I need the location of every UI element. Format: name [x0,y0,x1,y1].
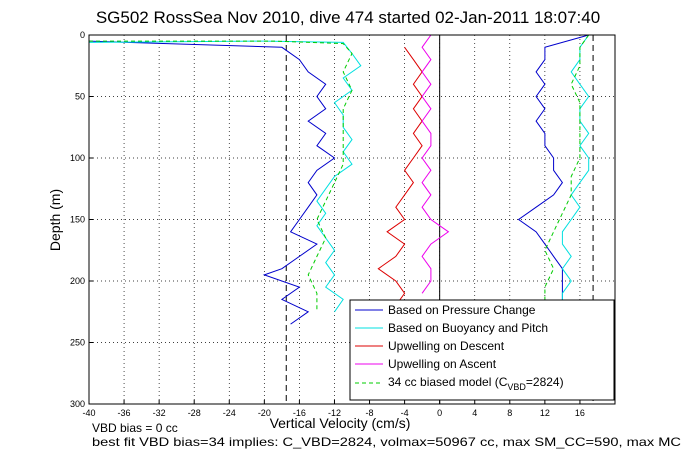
x-tick-label: 0 [437,408,442,418]
legend-label-model-tail: =2824) [526,375,564,389]
y-tick-label: 300 [70,399,85,409]
x-tick-label: -28 [188,408,201,418]
legend-label-descent: Upwelling on Descent [388,339,505,353]
x-tick-label: -20 [258,408,271,418]
legend-label-model-sub: VBD [507,382,526,392]
x-tick-label: -4 [401,408,409,418]
y-tick-label: 0 [80,30,85,40]
series-group [88,34,590,325]
legend-box [349,299,615,401]
y-tick-label: 150 [70,215,85,225]
y-tick-label: 200 [70,276,85,286]
series-line-2 [377,47,423,316]
series-line-1 [561,34,590,306]
legend-label-model: 34 cc biased model (CVBD=2824) [388,375,564,392]
series-line-4 [544,34,590,300]
legend-label-model-main: 34 cc biased model (C [388,375,508,389]
x-tick-label: 12 [540,408,550,418]
x-axis-label: Vertical Velocity (cm/s) [270,415,411,431]
x-tick-label: -36 [118,408,131,418]
y-tick-label: 50 [75,92,85,102]
legend-label-pressure: Based on Pressure Change [388,303,536,317]
x-tick-label: 16 [575,408,585,418]
x-tick-label: -12 [328,408,341,418]
x-axis: -40 -36 -32 -28 -24 -20 -16 -12 -8 -4 0 4 8 12 16 [82,400,585,418]
y-tick-label: 250 [70,338,85,348]
footer-fit-line: best fit VBD bias=34 implies: C_VBD=2824… [92,435,681,449]
y-tick-label: 100 [70,153,85,163]
x-tick-label: -32 [153,408,166,418]
x-tick-label: -8 [366,408,374,418]
series-line-0 [88,40,336,325]
series-line-1 [88,40,362,313]
chart-title: SG502 RossSea Nov 2010, dive 474 started… [96,8,600,27]
x-tick-label: -16 [293,408,306,418]
y-axis: 0 50 100 150 200 250 300 [70,30,93,409]
series-line-3 [421,34,450,294]
footer-bias-line: VBD bias = 0 cc [92,421,178,435]
x-tick-label: -40 [82,408,95,418]
x-tick-label: 4 [472,408,477,418]
x-tick-label: 8 [507,408,512,418]
series-line-4 [89,40,353,312]
series-line-0 [517,34,589,306]
legend: Based on Pressure Change Based on Buoyan… [349,299,615,401]
legend-label-buoyancy: Based on Buoyancy and Pitch [388,321,548,335]
x-tick-label: -24 [223,408,236,418]
legend-label-ascent: Upwelling on Ascent [388,357,497,371]
y-axis-label: Depth (m) [47,189,63,251]
